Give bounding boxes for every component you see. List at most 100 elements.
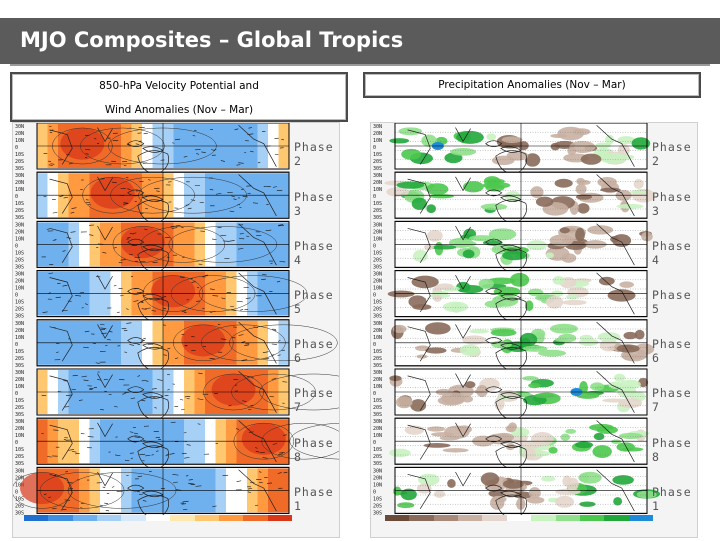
latitude-tick-label: 30N xyxy=(15,222,24,228)
latitude-tick-label: 30S xyxy=(15,264,24,270)
colorbar-swatch xyxy=(385,515,409,521)
latitude-tick-label: 10S xyxy=(15,201,24,207)
latitude-tick-label: 0 xyxy=(373,145,376,151)
latitude-tick-label: 20S xyxy=(373,454,382,460)
right-header-text: Precipitation Anomalies (Nov – Mar) xyxy=(365,74,699,96)
latitude-tick-label: 0 xyxy=(373,293,376,299)
phase-label: Phase 7 xyxy=(652,386,697,414)
latitude-tick-label: 20N xyxy=(373,180,382,186)
colorbar-swatch xyxy=(507,515,531,521)
latitude-tick-label: 0 xyxy=(373,391,376,397)
colorbar-swatch xyxy=(195,515,219,521)
latitude-tick-label: 10S xyxy=(15,300,24,306)
colorbar-swatch xyxy=(219,515,243,521)
latitude-tick-label: 10S xyxy=(15,447,24,453)
latitude-tick-label: 30S xyxy=(15,461,24,467)
latitude-tick-label: 0 xyxy=(373,194,376,200)
phase-label: Phase 5 xyxy=(652,288,697,316)
latitude-tick-label: 10S xyxy=(15,349,24,355)
phase-label: Phase 4 xyxy=(294,239,339,267)
latitude-tick-label: 30S xyxy=(373,264,382,270)
latitude-tick-label: 20S xyxy=(373,503,382,509)
phase-label: Phase 2 xyxy=(652,140,697,168)
latitude-tick-label: 10N xyxy=(15,187,24,193)
colorbar-swatch xyxy=(482,515,506,521)
colorbar-swatch xyxy=(409,515,433,521)
latitude-tick-label: 20N xyxy=(373,426,382,432)
latitude-tick-label: 10N xyxy=(15,433,24,439)
latitude-tick-label: 0 xyxy=(373,342,376,348)
phase-label: Phase 6 xyxy=(294,337,339,365)
colorbar-swatch xyxy=(146,515,170,521)
latitude-tick-label: 30N xyxy=(15,468,24,474)
latitude-tick-label: 10S xyxy=(15,398,24,404)
latitude-tick-label: 0 xyxy=(15,342,18,348)
latitude-tick-label: 10N xyxy=(373,433,382,439)
colorbar-swatch xyxy=(170,515,194,521)
latitude-tick-label: 30S xyxy=(15,363,24,369)
precipitation-maps: 30N20N10N010S20S30S30N20N10N010S20S30S30… xyxy=(371,123,697,537)
phase-label: Phase 8 xyxy=(652,436,697,464)
latitude-tick-label: 10S xyxy=(15,496,24,502)
latitude-tick-label: 0 xyxy=(15,391,18,397)
latitude-tick-label: 30S xyxy=(373,314,382,320)
latitude-tick-label: 20N xyxy=(15,131,24,137)
phase-label: Phase 7 xyxy=(294,386,339,414)
latitude-tick-label: 10S xyxy=(373,447,382,453)
latitude-tick-label: 20N xyxy=(15,229,24,235)
latitude-tick-label: 30N xyxy=(15,419,24,425)
right-column-header: Precipitation Anomalies (Nov – Mar) xyxy=(363,72,701,98)
colorbar-swatch xyxy=(268,515,292,521)
latitude-tick-label: 30N xyxy=(15,370,24,376)
latitude-tick-label: 30S xyxy=(15,510,24,516)
latitude-tick-label: 0 xyxy=(15,440,18,446)
velocity-potential-colorbar xyxy=(24,515,292,521)
title-underline xyxy=(10,64,710,66)
latitude-tick-label: 30S xyxy=(15,314,24,320)
latitude-tick-label: 0 xyxy=(373,489,376,495)
latitude-tick-label: 10N xyxy=(15,138,24,144)
latitude-tick-label: 10N xyxy=(373,236,382,242)
latitude-tick-label: 30S xyxy=(15,215,24,221)
latitude-tick-label: 20S xyxy=(15,208,24,214)
latitude-tick-label: 10S xyxy=(15,152,24,158)
colorbar-swatch xyxy=(24,515,48,521)
latitude-tick-label: 30S xyxy=(373,412,382,418)
latitude-tick-label: 20N xyxy=(373,131,382,137)
latitude-tick-label: 10S xyxy=(373,398,382,404)
latitude-tick-label: 30N xyxy=(15,173,24,179)
latitude-tick-label: 30N xyxy=(15,321,24,327)
latitude-tick-label: 20S xyxy=(15,159,24,165)
latitude-tick-label: 20S xyxy=(373,159,382,165)
latitude-tick-label: 30S xyxy=(373,215,382,221)
latitude-tick-label: 0 xyxy=(15,293,18,299)
latitude-tick-label: 10S xyxy=(373,201,382,207)
phase-label: Phase 1 xyxy=(294,485,339,513)
latitude-tick-label: 0 xyxy=(373,243,376,249)
latitude-tick-label: 30S xyxy=(373,510,382,516)
latitude-tick-label: 20N xyxy=(15,328,24,334)
precipitation-colorbar xyxy=(385,515,653,521)
latitude-tick-label: 20N xyxy=(373,279,382,285)
left-header-line-1: 850-hPa Velocity Potential and xyxy=(12,74,346,98)
phase-label: Phase 4 xyxy=(652,239,697,267)
latitude-tick-label: 0 xyxy=(15,194,18,200)
latitude-tick-label: 30N xyxy=(373,419,382,425)
latitude-tick-label: 10N xyxy=(15,236,24,242)
phase-label: Phase 6 xyxy=(652,337,697,365)
latitude-tick-label: 20S xyxy=(15,307,24,313)
colorbar-swatch xyxy=(531,515,555,521)
latitude-tick-label: 30N xyxy=(373,222,382,228)
latitude-tick-label: 10S xyxy=(373,152,382,158)
phase-label: Phase 8 xyxy=(294,436,339,464)
